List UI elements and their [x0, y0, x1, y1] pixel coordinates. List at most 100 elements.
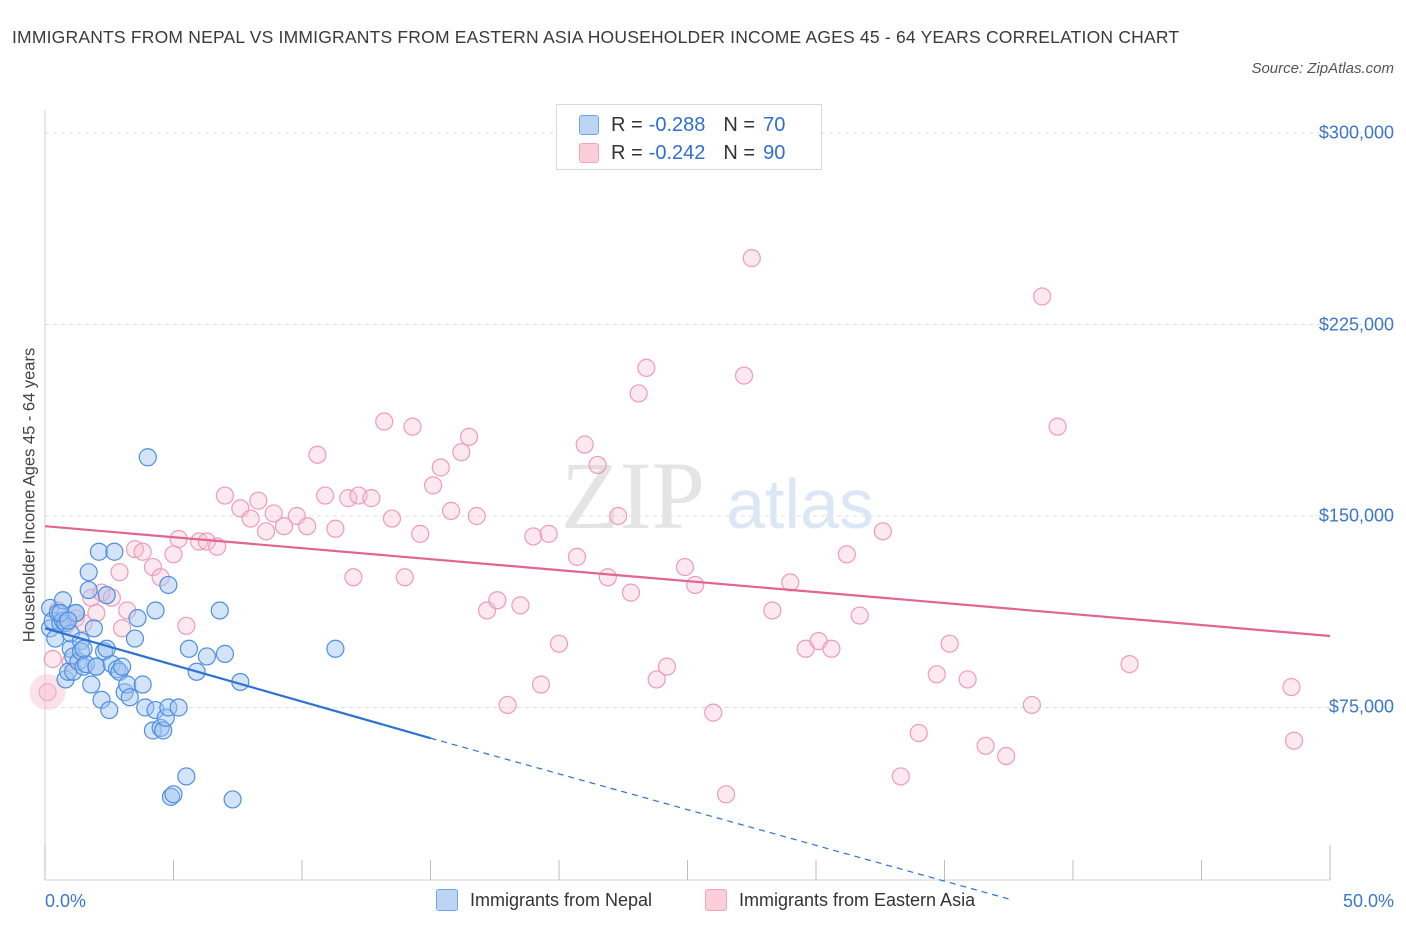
series-eastern-asia — [29, 249, 1304, 804]
axes-lines — [44, 110, 1331, 881]
nepal-point — [223, 790, 242, 809]
nepal-point — [112, 657, 132, 676]
nepal-point — [128, 609, 147, 628]
easia-point — [164, 545, 183, 564]
easia-point — [598, 568, 617, 587]
easia-point — [38, 683, 57, 702]
y-tick-150000: $150,000 — [1318, 505, 1394, 526]
x-tick-max: 50.0% — [1342, 891, 1394, 911]
watermark-atlas: atlas — [726, 465, 874, 543]
easia-point — [850, 606, 869, 625]
easia-point — [716, 785, 736, 804]
legend-row-easia: R = -0.242 N = 90 — [579, 141, 785, 165]
nepal-point — [326, 639, 345, 658]
nepal-point — [97, 639, 116, 658]
easia-n-value: 90 — [763, 141, 786, 164]
easia-point — [927, 665, 946, 684]
chart-title: IMMIGRANTS FROM NEPAL VS IMMIGRANTS FROM… — [12, 27, 1180, 47]
nepal-point — [159, 575, 178, 595]
easia-trend-line — [44, 525, 1331, 638]
easia-point — [763, 601, 782, 620]
easia-point — [362, 489, 381, 508]
x-tick-min: 0.0% — [45, 891, 87, 911]
easia-point — [151, 568, 170, 587]
easia-point — [621, 583, 641, 602]
easia-point — [675, 557, 695, 577]
easia-point — [1022, 695, 1041, 715]
easia-point — [326, 519, 345, 538]
nepal-point — [79, 563, 98, 582]
easia-point — [742, 249, 761, 268]
legend-easia-swatch — [705, 889, 727, 911]
easia-point — [118, 601, 137, 620]
easia-point — [657, 657, 677, 676]
easia-point — [431, 458, 450, 477]
easia-point — [423, 476, 443, 495]
nepal-point — [159, 698, 178, 717]
easia-point — [873, 522, 892, 541]
source-label: Source: ZipAtlas.com — [1251, 60, 1394, 77]
nepal-point — [100, 700, 119, 720]
y-tick-75000: $75,000 — [1328, 696, 1394, 717]
easia-point — [958, 670, 977, 689]
y-tick-300000: $300,000 — [1318, 122, 1394, 143]
nepal-point — [120, 688, 139, 707]
nepal-point — [59, 611, 78, 630]
easia-point — [43, 649, 62, 669]
nepal-n-value: 70 — [763, 113, 786, 136]
nepal-point — [92, 690, 111, 709]
nepal-point — [105, 542, 124, 561]
easia-point — [488, 591, 507, 610]
nepal-swatch — [579, 115, 599, 135]
easia-point — [609, 506, 628, 526]
legend-nepal-swatch — [436, 889, 458, 911]
easia-point — [1282, 677, 1301, 697]
easia-point — [524, 527, 543, 546]
easia-point — [382, 509, 402, 528]
easia-point — [264, 504, 283, 523]
nepal-point — [161, 787, 181, 806]
nepal-point — [197, 647, 217, 666]
nepal-point — [179, 639, 199, 658]
legend-nepal-label: Immigrants from Nepal — [470, 889, 653, 910]
easia-point — [110, 563, 129, 582]
nepal-r-label: R = — [611, 113, 643, 136]
easia-point — [316, 486, 335, 505]
easia-point — [588, 455, 607, 475]
nepal-point — [133, 675, 152, 694]
correlation-legend: R = -0.288 N = 70 R = -0.242 N = 90 — [556, 104, 822, 170]
easia-point — [1033, 287, 1052, 306]
nepal-point — [82, 675, 101, 694]
nepal-n-label: N = — [723, 113, 756, 136]
easia-point — [575, 435, 594, 454]
easia-point — [1048, 417, 1067, 436]
easia-point — [467, 506, 486, 526]
nepal-point — [138, 448, 157, 467]
easia-point — [891, 767, 910, 786]
nepal-trend-extension — [430, 737, 1009, 900]
easia-point — [531, 675, 551, 694]
easia-point — [459, 427, 479, 446]
easia-point — [274, 517, 294, 536]
nepal-point — [74, 657, 93, 676]
easia-point — [395, 568, 414, 587]
easia-point — [143, 557, 163, 577]
nepal-point — [87, 657, 106, 676]
easia-point — [102, 588, 121, 607]
nepal-point — [215, 644, 234, 663]
easia-point — [909, 723, 928, 743]
easia-point — [74, 614, 93, 633]
nepal-point — [51, 603, 70, 623]
easia-point — [498, 695, 517, 715]
easia-point — [29, 674, 66, 711]
easia-point — [734, 366, 754, 385]
easia-point — [344, 568, 363, 587]
easia-point — [403, 417, 422, 436]
easia-point — [375, 412, 394, 431]
legend-row-nepal: R = -0.288 N = 70 — [579, 113, 785, 137]
easia-point — [1284, 731, 1304, 750]
nepal-point — [107, 660, 127, 679]
easia-point — [567, 547, 587, 566]
watermark: ZIP atlas — [561, 442, 874, 549]
nepal-point — [84, 619, 103, 638]
